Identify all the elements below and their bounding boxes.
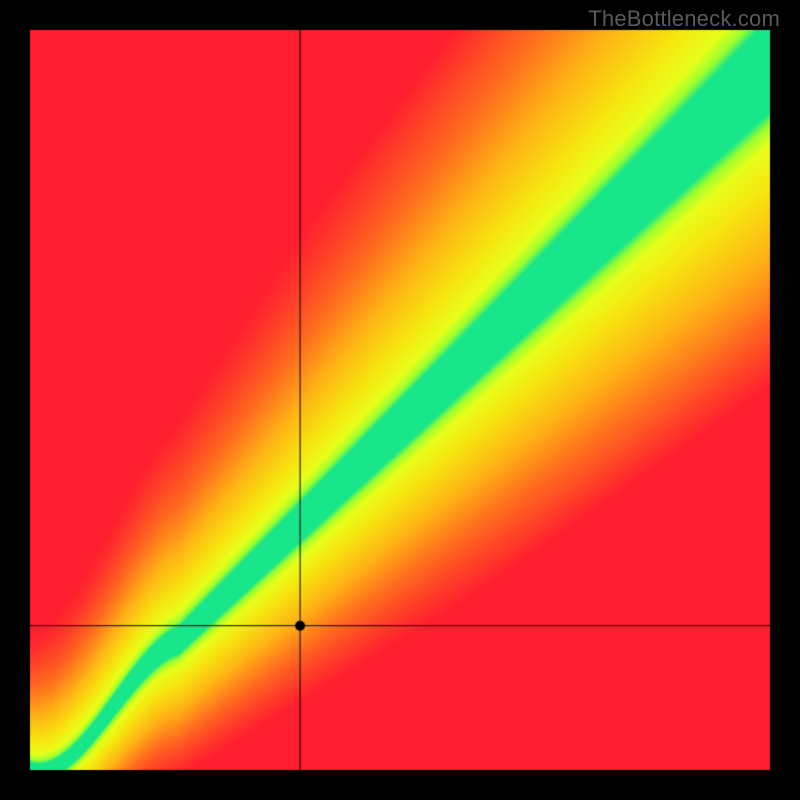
watermark-text: TheBottleneck.com xyxy=(588,6,780,32)
bottleneck-heatmap xyxy=(0,0,800,800)
chart-container: TheBottleneck.com xyxy=(0,0,800,800)
